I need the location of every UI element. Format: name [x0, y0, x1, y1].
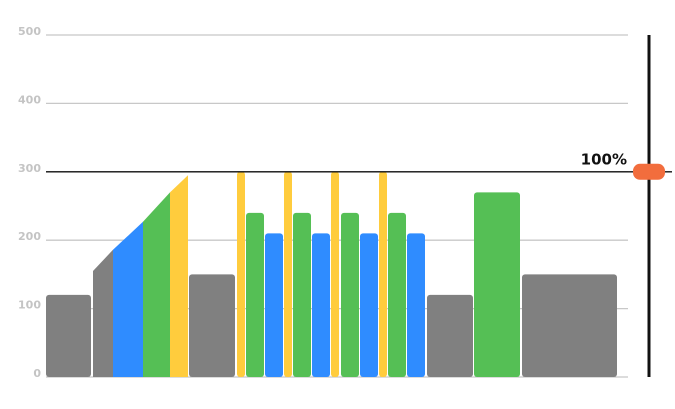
ramp-bar — [143, 192, 170, 377]
bar — [360, 233, 378, 377]
y-tick-label: 300 — [18, 162, 41, 175]
bar — [246, 212, 264, 377]
y-tick-label: 400 — [18, 93, 41, 106]
bar — [284, 171, 292, 377]
y-tick-label: 200 — [18, 230, 41, 243]
ramp-bar — [113, 221, 143, 377]
threshold-label: 100% — [581, 150, 627, 168]
y-tick-label: 100 — [18, 299, 41, 312]
ramp-bar — [170, 175, 188, 377]
bar — [265, 233, 283, 377]
ramp-bar — [93, 249, 113, 377]
bar — [388, 212, 406, 377]
y-tick-label: 500 — [18, 25, 41, 38]
bar — [522, 274, 617, 377]
y-tick-label: 0 — [33, 367, 41, 380]
bar — [427, 294, 473, 377]
bar — [379, 171, 387, 377]
bar — [407, 233, 425, 377]
bar — [312, 233, 330, 377]
bar — [293, 212, 311, 377]
slider-handle[interactable] — [633, 163, 665, 180]
bar — [474, 192, 520, 377]
bar — [331, 171, 339, 377]
bar — [46, 294, 91, 377]
bar — [341, 212, 359, 377]
bar — [189, 274, 235, 377]
bar — [237, 171, 245, 377]
